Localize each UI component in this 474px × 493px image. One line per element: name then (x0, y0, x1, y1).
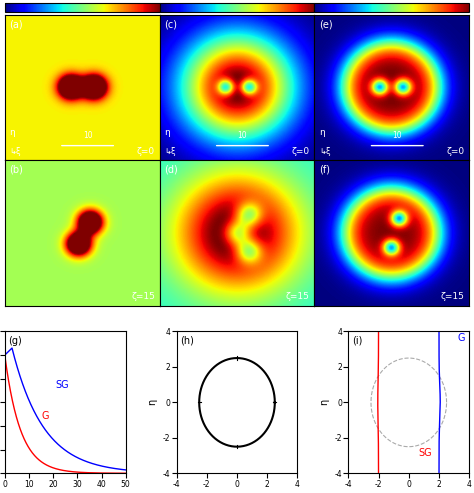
Text: (d): (d) (164, 165, 178, 175)
Text: 10: 10 (392, 131, 402, 140)
Text: (b): (b) (9, 165, 23, 175)
Text: (e): (e) (319, 19, 333, 29)
Text: (f): (f) (319, 165, 330, 175)
Text: (a): (a) (9, 19, 23, 29)
Text: (h): (h) (180, 336, 194, 346)
Text: ζ=0: ζ=0 (292, 147, 310, 156)
Text: ζ=15: ζ=15 (286, 292, 310, 301)
Text: G: G (457, 333, 465, 344)
Text: ↳ξ: ↳ξ (9, 147, 21, 156)
Text: ζ=0: ζ=0 (137, 147, 155, 156)
Text: η: η (164, 128, 170, 137)
Text: ↳ξ: ↳ξ (164, 147, 176, 156)
Text: 10: 10 (83, 131, 92, 140)
Text: ↳ξ: ↳ξ (319, 147, 331, 156)
Text: η: η (319, 128, 325, 137)
Text: ζ=15: ζ=15 (131, 292, 155, 301)
Text: G: G (41, 411, 48, 422)
Text: SG: SG (55, 380, 69, 390)
Text: 10: 10 (237, 131, 247, 140)
Y-axis label: η: η (319, 399, 329, 406)
Text: ζ=15: ζ=15 (441, 292, 465, 301)
Text: (i): (i) (352, 336, 362, 346)
Text: SG: SG (419, 448, 432, 458)
Text: ζ=0: ζ=0 (447, 147, 465, 156)
Text: (g): (g) (9, 336, 22, 346)
Text: η: η (9, 128, 15, 137)
Y-axis label: η: η (147, 399, 157, 406)
Text: (c): (c) (164, 19, 177, 29)
